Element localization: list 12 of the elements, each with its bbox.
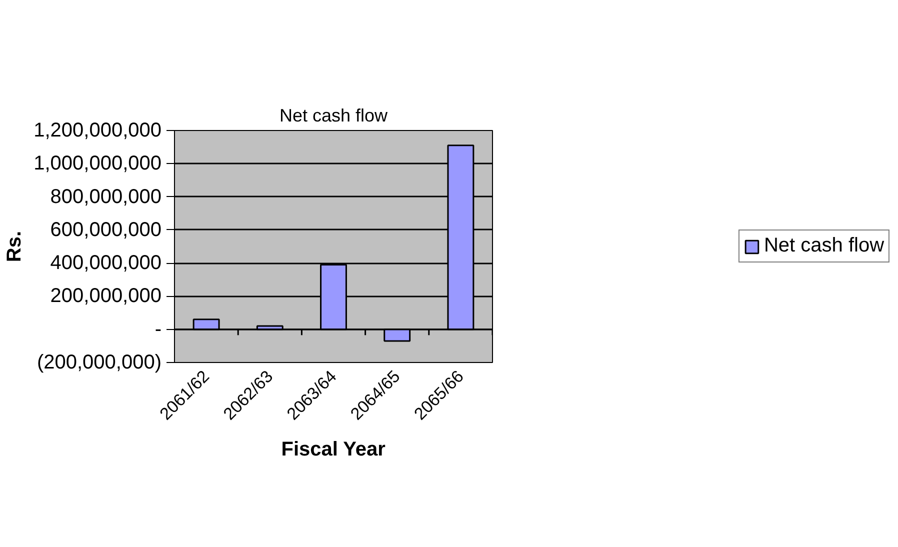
y-axis-title: Rs. — [4, 230, 26, 262]
y-tick-label: 400,000,000 — [50, 252, 162, 274]
y-tick-label: 200,000,000 — [50, 285, 162, 308]
y-tick-label: 800,000,000 — [50, 186, 162, 208]
legend-label: Net cash flow — [764, 234, 884, 258]
y-tick-label: 1,000,000,000 — [34, 152, 162, 175]
y-tick-label: 1,200,000,000 — [34, 120, 162, 142]
y-tick-label: - — [154, 318, 162, 340]
x-axis-title: Fiscal Year — [281, 438, 386, 460]
chart-title: Net cash flow — [279, 106, 389, 126]
y-tick-label: 600,000,000 — [50, 218, 162, 241]
y-tick-label: (200,000,000) — [36, 352, 162, 374]
